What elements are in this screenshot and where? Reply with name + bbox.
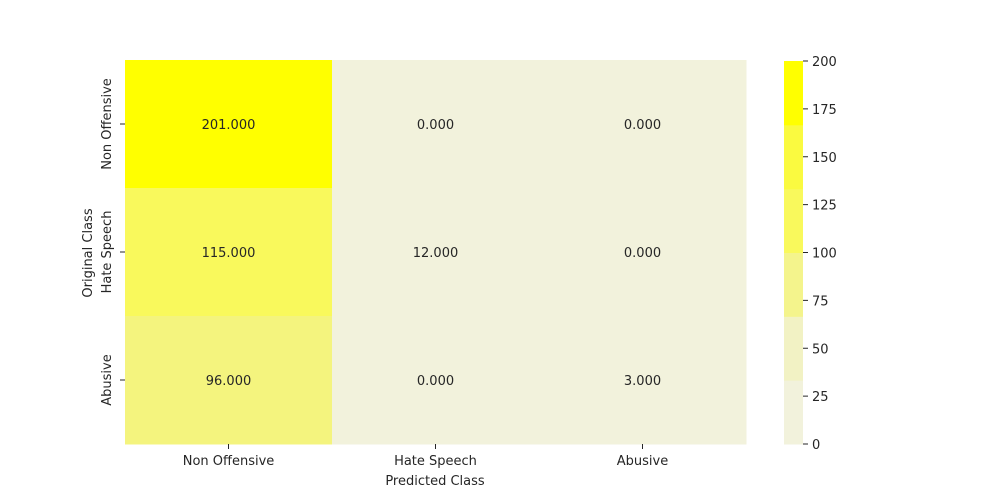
colorbar-segment (784, 61, 803, 126)
heatmap-cell (539, 316, 747, 445)
colorbar-tick-label: 150 (812, 151, 837, 166)
colorbar-segment (784, 316, 803, 381)
y-tick-label: Non Offensive (100, 78, 115, 170)
colorbar-tick-label: 175 (812, 103, 837, 118)
heatmap-cells: 201.000 0.000 0.000 115.000 12.000 0.000 96.00… (125, 60, 747, 445)
colorbar-segment (784, 252, 803, 317)
colorbar-segment (784, 124, 803, 190)
cell-value-label: 201.000 (202, 118, 256, 133)
heatmap-cell (125, 188, 333, 317)
heatmap-cell (125, 316, 333, 445)
x-tick-label: Abusive (617, 454, 668, 469)
heatmap-cell (125, 60, 333, 189)
colorbar-tick-label: 0 (812, 438, 820, 453)
x-tick-label: Non Offensive (183, 454, 275, 469)
heatmap-cell (539, 60, 747, 189)
cell-value-label: 0.000 (417, 118, 454, 133)
colorbar-segment (784, 188, 803, 253)
cell-value-label: 12.000 (413, 246, 459, 261)
colorbar-tick-label: 100 (812, 247, 837, 262)
colorbar-tick-label: 75 (812, 294, 829, 309)
heatmap-cell (332, 188, 540, 317)
colorbar-tick-label: 200 (812, 55, 837, 70)
y-tick-label: Abusive (100, 354, 115, 405)
colorbar-tick-label: 125 (812, 199, 837, 214)
y-axis-title: Original Class (81, 208, 96, 297)
y-tick-label: Hate Speech (100, 211, 115, 294)
colorbar-segment (784, 380, 803, 445)
cell-value-label: 3.000 (624, 374, 661, 389)
cell-value-label: 0.000 (417, 374, 454, 389)
cell-value-label: 115.000 (202, 246, 256, 261)
cell-value-label: 0.000 (624, 118, 661, 133)
x-axis-title: Predicted Class (385, 474, 485, 489)
x-tick-label: Hate Speech (394, 454, 477, 469)
colorbar: 0 25 50 75 100 125 150 175 200 (784, 55, 837, 453)
cell-value-label: 0.000 (624, 246, 661, 261)
heatmap-cell (332, 60, 540, 189)
y-axis: Non Offensive Hate Speech Abusive (100, 78, 125, 406)
colorbar-tick-label: 25 (812, 390, 829, 405)
heatmap-cell (332, 316, 540, 445)
cell-value-label: 96.000 (206, 374, 252, 389)
heatmap-cell (539, 188, 747, 317)
colorbar-tick-label: 50 (812, 342, 829, 357)
x-axis: Non Offensive Hate Speech Abusive (183, 444, 668, 469)
